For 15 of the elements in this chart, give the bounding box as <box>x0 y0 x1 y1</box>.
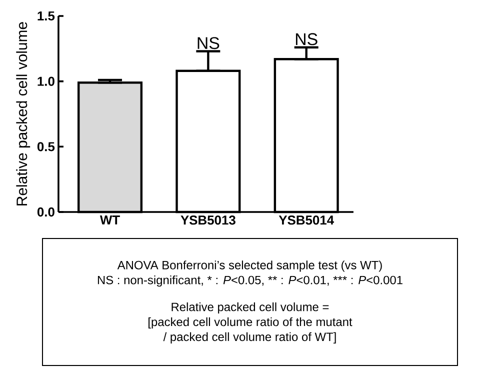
annotation: NS <box>296 33 318 46</box>
text: ANOVA Bonferroni’s selected sample test (vs WT) <box>117 260 382 272</box>
y-tick-label: 0.0 <box>37 207 54 217</box>
text: / packed cell volume ratio of WT] <box>163 332 336 344</box>
annotation: NS <box>198 37 220 50</box>
text: Relative packed cell volume = <box>172 302 329 314</box>
x-tick-label: WT <box>100 216 120 224</box>
x-tick-label: YSB5013 <box>180 216 236 225</box>
text: [packed cell volume ratio of the mutant <box>148 317 352 328</box>
text: NS : non-significant, * : P<0.05, ** : P<0.01, *** : P<0.001 <box>98 276 402 287</box>
y-tick-label: 1.5 <box>38 11 55 21</box>
y-tick-label: 0.5 <box>37 142 55 152</box>
y-tick-label: 1.0 <box>38 76 54 86</box>
y-axis-title: Relative packed cell volume <box>16 22 30 206</box>
x-tick-label: YSB5014 <box>278 216 334 225</box>
